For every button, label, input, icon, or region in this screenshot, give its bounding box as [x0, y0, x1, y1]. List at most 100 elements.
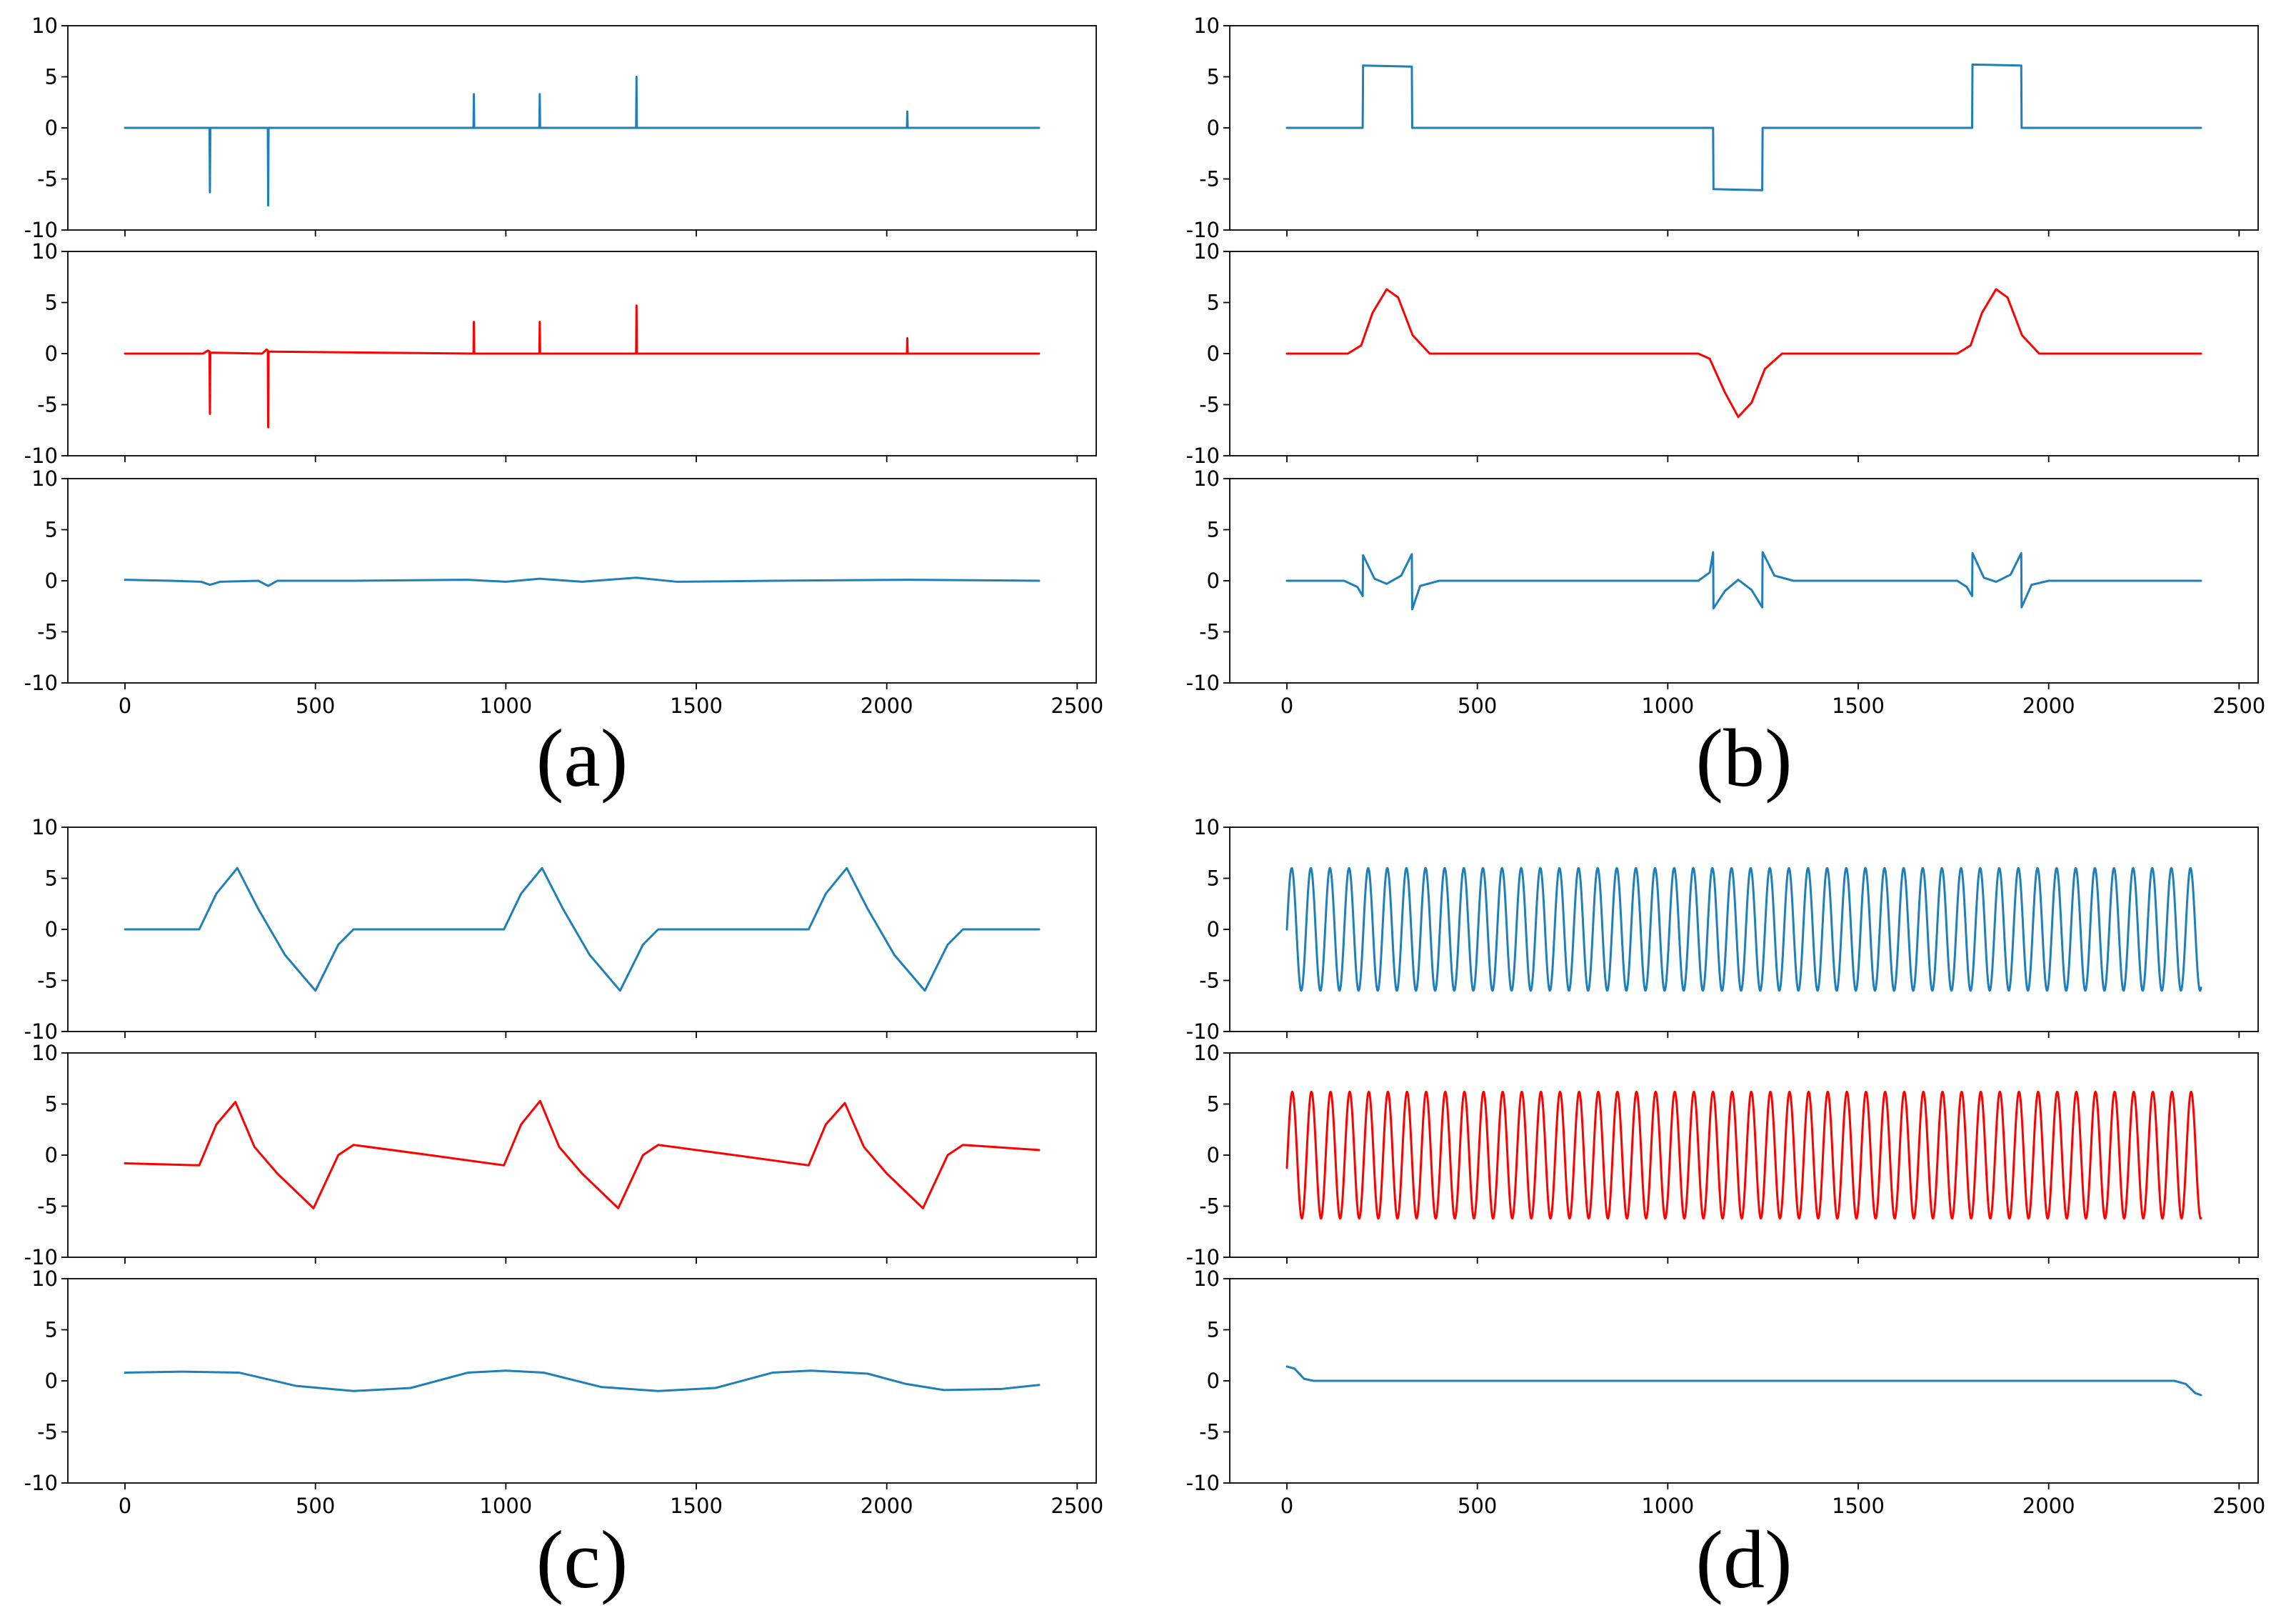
x-tick-label: 1000 [479, 1494, 532, 1518]
x-tick-label: 1000 [479, 694, 532, 718]
x-tick-label: 2000 [2022, 1494, 2075, 1518]
y-tick-label: 0 [1207, 116, 1220, 140]
x-tick-label: 1000 [1641, 694, 1694, 718]
y-tick-label: 10 [31, 239, 58, 264]
panel-label: (b) [1695, 713, 1792, 804]
y-tick-label: -5 [1199, 969, 1220, 993]
y-tick-label: -10 [1186, 1471, 1220, 1495]
series-line-blue [1285, 1365, 2202, 1397]
subplot-2: 10 5 0 -5 -10 [24, 1041, 1097, 1269]
y-tick-label: -10 [1186, 1245, 1220, 1269]
subplot-3: 10 5 0 -5 -10 0 500 1000 1500 2000 2500 [1186, 1267, 2266, 1518]
y-tick-label: -10 [24, 1019, 58, 1044]
series-line-blue [1285, 63, 2202, 191]
axes-frame [67, 1052, 1097, 1258]
y-tick-label: 5 [45, 65, 58, 89]
subplot-3: 10 5 0 -5 -10 0 500 1000 1500 2000 2500 [24, 466, 1104, 718]
y-tick-label: 0 [45, 116, 58, 140]
x-tick-label: 2500 [2212, 694, 2265, 718]
x-tick-label: 2000 [2022, 694, 2075, 718]
y-tick-label: 5 [1207, 291, 1220, 315]
y-tick-label: 0 [45, 341, 58, 366]
y-tick-label: -5 [1199, 393, 1220, 417]
series-line-red [1285, 1090, 2202, 1220]
y-tick-label: -5 [37, 969, 58, 993]
axes-frame [1229, 827, 2259, 1032]
x-tick-label: 2500 [2212, 1494, 2265, 1518]
subplot-1: 10 5 0 -5 -10 [24, 815, 1097, 1044]
y-tick-label: -10 [1186, 444, 1220, 468]
y-tick-label: 0 [45, 1369, 58, 1393]
subplot-1: 10 5 0 -5 -10 [24, 14, 1097, 242]
x-tick-label: 2000 [861, 694, 913, 718]
y-tick-label: -10 [24, 1245, 58, 1269]
x-tick-label: 1000 [1641, 1494, 1694, 1518]
y-tick-label: -5 [37, 620, 58, 644]
x-tick-label: 500 [296, 694, 335, 718]
y-tick-label: 10 [1193, 14, 1220, 38]
y-tick-label: -10 [1186, 218, 1220, 242]
y-tick-label: 0 [1207, 1143, 1220, 1167]
x-tick-label: 1500 [670, 1494, 723, 1518]
y-tick-label: -5 [37, 1420, 58, 1444]
y-tick-label: 5 [45, 1318, 58, 1342]
y-tick-label: 0 [45, 917, 58, 942]
x-tick-label: 1500 [1832, 694, 1885, 718]
panel-label: (d) [1695, 1514, 1792, 1606]
y-tick-label: -10 [1186, 671, 1220, 695]
y-tick-label: 10 [31, 466, 58, 491]
x-tick-label: 500 [1458, 694, 1497, 718]
series-line-red [124, 304, 1041, 429]
series-line-red [1285, 288, 2202, 419]
y-tick-label: 10 [31, 1267, 58, 1291]
panel-label: (c) [536, 1514, 628, 1606]
y-tick-label: -5 [1199, 1420, 1220, 1444]
subplot-2: 10 5 0 -5 -10 [1186, 239, 2259, 468]
series-line-red [124, 1099, 1041, 1209]
y-tick-label: 0 [45, 569, 58, 593]
y-tick-label: 10 [31, 14, 58, 38]
series-line-blue [1285, 551, 2202, 611]
y-tick-label: 0 [45, 1143, 58, 1167]
y-tick-label: -5 [37, 1194, 58, 1219]
y-tick-label: 10 [31, 1041, 58, 1065]
y-tick-label: 0 [1207, 569, 1220, 593]
series-line-blue [1285, 867, 2202, 992]
x-tick-label: 2000 [861, 1494, 913, 1518]
y-tick-label: 10 [1193, 1041, 1220, 1065]
x-tick-label: 0 [119, 1494, 131, 1518]
axes-frame [67, 827, 1097, 1032]
subplot-2: 10 5 0 -5 -10 [24, 239, 1097, 468]
series-line-blue [124, 1369, 1041, 1392]
x-tick-label: 0 [1280, 1494, 1293, 1518]
y-tick-label: 0 [1207, 1369, 1220, 1393]
x-tick-label: 0 [1280, 694, 1293, 718]
subplot-2: 10 5 0 -5 -10 [1186, 1041, 2259, 1269]
y-tick-label: -10 [24, 444, 58, 468]
y-tick-label: 5 [1207, 867, 1220, 891]
subplot-1: 10 5 0 -5 -10 [1186, 815, 2259, 1044]
x-tick-label: 2500 [1051, 1494, 1103, 1518]
y-tick-label: -5 [1199, 1194, 1220, 1219]
y-tick-label: -5 [37, 393, 58, 417]
y-tick-label: 10 [1193, 466, 1220, 491]
series-line-blue [124, 76, 1041, 207]
y-tick-label: 5 [45, 867, 58, 891]
x-tick-label: 0 [119, 694, 131, 718]
y-tick-label: 5 [45, 518, 58, 542]
y-tick-label: 10 [1193, 1267, 1220, 1291]
y-tick-label: -10 [24, 218, 58, 242]
y-tick-label: 5 [1207, 1318, 1220, 1342]
y-tick-label: -10 [24, 1471, 58, 1495]
subplot-1: 10 5 0 -5 -10 [1186, 14, 2259, 242]
x-tick-label: 500 [296, 1494, 335, 1518]
y-tick-label: 5 [45, 1092, 58, 1117]
x-tick-label: 1500 [1832, 1494, 1885, 1518]
y-tick-label: -5 [1199, 167, 1220, 191]
y-tick-label: -10 [1186, 1019, 1220, 1044]
y-tick-label: -5 [1199, 620, 1220, 644]
